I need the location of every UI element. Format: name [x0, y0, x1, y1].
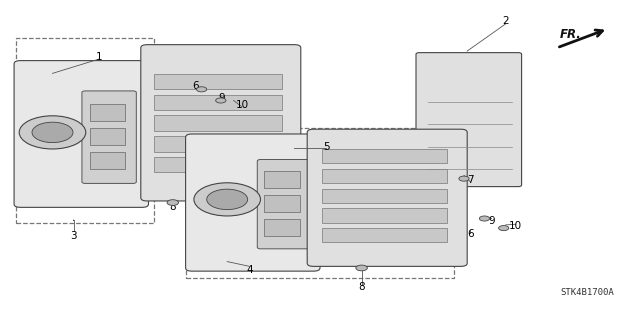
FancyBboxPatch shape	[416, 53, 522, 187]
Bar	[90, 128, 125, 145]
Bar	[154, 115, 282, 131]
Circle shape	[167, 200, 179, 205]
Text: 8: 8	[170, 202, 176, 212]
Circle shape	[32, 122, 73, 143]
FancyBboxPatch shape	[307, 129, 467, 266]
Text: 1: 1	[96, 52, 102, 63]
Circle shape	[356, 265, 367, 271]
Text: FR.: FR.	[560, 28, 582, 41]
Text: 4: 4	[246, 264, 253, 275]
Circle shape	[196, 87, 207, 92]
Bar	[154, 157, 282, 172]
Bar	[264, 171, 300, 188]
Bar	[186, 128, 454, 278]
Text: 9: 9	[488, 216, 495, 226]
Circle shape	[499, 226, 509, 231]
Bar	[264, 195, 300, 212]
Text: 10: 10	[236, 100, 248, 110]
Bar	[154, 95, 282, 110]
Text: 6: 6	[467, 229, 474, 240]
FancyBboxPatch shape	[82, 91, 136, 183]
Circle shape	[207, 189, 248, 210]
Text: STK4B1700A: STK4B1700A	[561, 288, 614, 297]
Bar	[154, 136, 282, 152]
Text: 8: 8	[358, 282, 365, 292]
Bar	[90, 152, 125, 169]
Text: 10: 10	[509, 221, 522, 232]
Bar	[322, 149, 447, 163]
FancyBboxPatch shape	[257, 160, 310, 249]
Circle shape	[194, 183, 260, 216]
Text: 2: 2	[502, 16, 509, 26]
FancyBboxPatch shape	[14, 61, 148, 207]
Circle shape	[479, 216, 490, 221]
Text: 3: 3	[70, 231, 77, 241]
Circle shape	[459, 176, 469, 181]
Text: 5: 5	[323, 142, 330, 152]
Circle shape	[19, 116, 86, 149]
Bar	[264, 219, 300, 236]
Text: 9: 9	[219, 93, 225, 103]
Bar	[322, 169, 447, 183]
Bar	[322, 228, 447, 242]
Bar	[154, 74, 282, 89]
Bar	[16, 38, 154, 223]
Bar	[90, 104, 125, 121]
Bar	[322, 208, 447, 223]
Text: 7: 7	[467, 175, 474, 185]
Bar	[322, 189, 447, 203]
Text: 6: 6	[192, 81, 198, 91]
FancyBboxPatch shape	[186, 134, 320, 271]
FancyBboxPatch shape	[141, 45, 301, 201]
Circle shape	[216, 98, 226, 103]
